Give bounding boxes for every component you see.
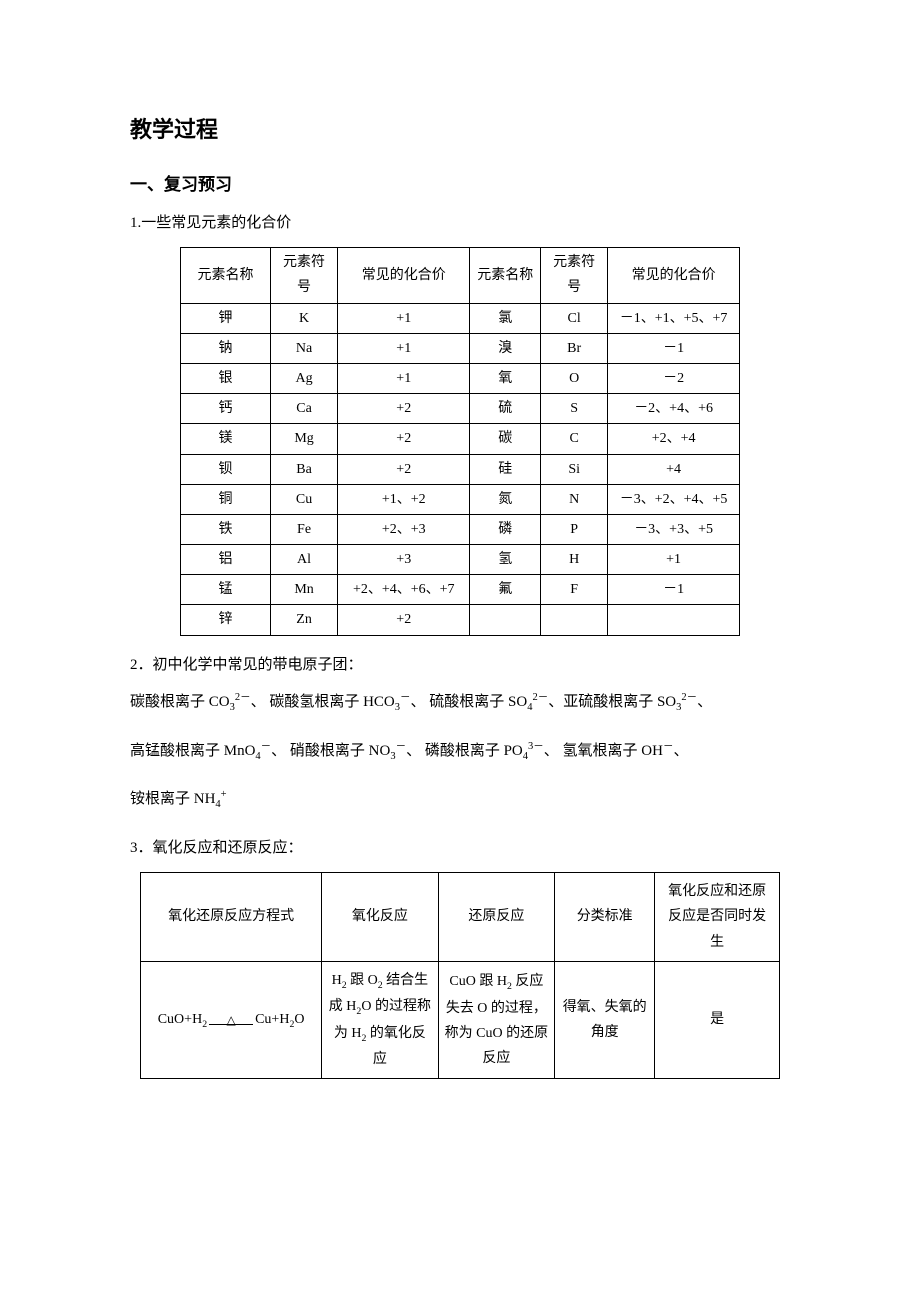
header-element-symbol: 元素符号: [270, 248, 337, 303]
header-valence-2: 常见的化合价: [608, 248, 740, 303]
valence-table: 元素名称 元素符号 常见的化合价 元素名称 元素符号 常见的化合价 钾K+1氯C…: [180, 247, 740, 635]
table-row: 钠Na+1溴Br－1: [181, 333, 740, 363]
cell-equation: CuO+H2△Cu+H2O: [141, 961, 322, 1078]
header-element-symbol-2: 元素符号: [541, 248, 608, 303]
header-simultaneous: 氧化反应和还原反应是否同时发生: [655, 873, 780, 962]
header-reduction: 还原反应: [438, 873, 555, 962]
table-row: 铜Cu+1、+2氮N－3、+2、+4、+5: [181, 484, 740, 514]
header-valence: 常见的化合价: [338, 248, 470, 303]
header-equation: 氧化还原反应方程式: [141, 873, 322, 962]
table-row: 铝Al+3氢H+1: [181, 545, 740, 575]
document-page: 教学过程 一、复习预习 1.一些常见元素的化合价 元素名称 元素符号 常见的化合…: [0, 0, 920, 1155]
header-element-name: 元素名称: [181, 248, 271, 303]
cell-simultaneous: 是: [655, 961, 780, 1078]
ion-line-2: 高锰酸根离子 MnO4－、 硝酸根离子 NO3－、 磷酸根离子 PO43－、 氢…: [130, 738, 790, 767]
table-row: 银Ag+1氧O－2: [181, 363, 740, 393]
table-header-row: 氧化还原反应方程式 氧化反应 还原反应 分类标准 氧化反应和还原反应是否同时发生: [141, 873, 780, 962]
header-oxidation: 氧化反应: [322, 873, 438, 962]
cell-oxidation: H2 跟 O2 结合生成 H2O 的过程称为 H2 的氧化反应: [322, 961, 438, 1078]
subsection-2-title: 2．初中化学中常见的带电原子团：: [130, 652, 790, 679]
table-row: 钙Ca+2硫S－2、+4、+6: [181, 394, 740, 424]
triangle-icon: △: [226, 1010, 235, 1032]
redox-table: 氧化还原反应方程式 氧化反应 还原反应 分类标准 氧化反应和还原反应是否同时发生…: [140, 872, 780, 1079]
header-element-name-2: 元素名称: [470, 248, 541, 303]
table-row: CuO+H2△Cu+H2O H2 跟 O2 结合生成 H2O 的过程称为 H2 …: [141, 961, 780, 1078]
table-row: 镁Mg+2碳C+2、+4: [181, 424, 740, 454]
table-row: 钾K+1氯Cl－1、+1、+5、+7: [181, 303, 740, 333]
ion-line-3: 铵根离子 NH4+: [130, 786, 790, 815]
table-row: 锰Mn+2、+4、+6、+7氟F－1: [181, 575, 740, 605]
table-header-row: 元素名称 元素符号 常见的化合价 元素名称 元素符号 常见的化合价: [181, 248, 740, 303]
table-row: 锌Zn+2: [181, 605, 740, 635]
table-row: 钡Ba+2硅Si+4: [181, 454, 740, 484]
section-heading-review: 一、复习预习: [130, 170, 790, 201]
subsection-3-title: 3．氧化反应和还原反应：: [130, 835, 790, 862]
cell-reduction: CuO 跟 H2 反应失去 O 的过程，称为 CuO 的还原反应: [438, 961, 555, 1078]
table-row: 铁Fe+2、+3磷P－3、+3、+5: [181, 514, 740, 544]
header-classification: 分类标准: [555, 873, 655, 962]
ion-line-1: 碳酸根离子 CO32－、 碳酸氢根离子 HCO3－、 硫酸根离子 SO42－、亚…: [130, 689, 790, 718]
subsection-1-title: 1.一些常见元素的化合价: [130, 210, 790, 237]
page-title: 教学过程: [130, 110, 790, 150]
cell-classification: 得氧、失氧的角度: [555, 961, 655, 1078]
